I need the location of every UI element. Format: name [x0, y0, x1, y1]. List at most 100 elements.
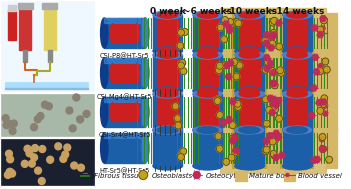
Bar: [104, 58, 145, 88]
Circle shape: [216, 67, 222, 74]
Circle shape: [11, 120, 17, 127]
Circle shape: [311, 25, 317, 31]
Circle shape: [322, 58, 329, 65]
Ellipse shape: [287, 52, 307, 58]
Text: Osteocytes: Osteocytes: [206, 173, 245, 179]
Bar: [258, 53, 268, 93]
Bar: [8, 5, 15, 11]
Circle shape: [215, 133, 222, 140]
Circle shape: [223, 158, 230, 165]
Circle shape: [278, 69, 285, 76]
Circle shape: [320, 26, 325, 31]
Circle shape: [38, 178, 45, 185]
Ellipse shape: [197, 127, 218, 133]
Ellipse shape: [197, 12, 218, 18]
Circle shape: [231, 59, 238, 66]
Circle shape: [263, 96, 269, 103]
Circle shape: [264, 32, 270, 38]
Bar: [235, 94, 264, 130]
Circle shape: [229, 122, 236, 129]
Circle shape: [216, 62, 223, 69]
Bar: [112, 139, 137, 157]
Ellipse shape: [283, 90, 312, 98]
Circle shape: [180, 148, 187, 155]
Ellipse shape: [141, 18, 149, 48]
Ellipse shape: [157, 52, 178, 58]
Circle shape: [320, 15, 326, 21]
Circle shape: [277, 67, 284, 74]
Circle shape: [269, 19, 276, 26]
Circle shape: [217, 112, 223, 119]
Circle shape: [323, 103, 327, 108]
Ellipse shape: [135, 64, 139, 82]
Bar: [283, 130, 312, 166]
Ellipse shape: [153, 11, 182, 19]
Ellipse shape: [153, 126, 182, 134]
Text: HT-Sr5@HT-Sr5: HT-Sr5@HT-Sr5: [100, 168, 150, 174]
Ellipse shape: [239, 91, 260, 97]
Circle shape: [275, 134, 281, 140]
Circle shape: [224, 62, 230, 68]
Circle shape: [221, 36, 227, 43]
Ellipse shape: [197, 52, 218, 58]
Circle shape: [270, 138, 276, 145]
Circle shape: [319, 146, 325, 152]
Circle shape: [320, 17, 327, 24]
Bar: [193, 15, 222, 51]
Ellipse shape: [235, 90, 264, 98]
Ellipse shape: [101, 97, 108, 127]
Circle shape: [39, 146, 46, 153]
Bar: [268, 87, 326, 137]
Circle shape: [178, 62, 184, 69]
Bar: [287, 59, 307, 87]
Circle shape: [233, 73, 240, 80]
Circle shape: [221, 17, 229, 24]
Circle shape: [270, 150, 277, 157]
Circle shape: [234, 100, 241, 107]
Bar: [112, 64, 137, 82]
Circle shape: [314, 156, 320, 162]
Ellipse shape: [153, 87, 182, 95]
Circle shape: [178, 154, 184, 161]
Bar: [20, 5, 31, 50]
Ellipse shape: [141, 97, 149, 127]
Bar: [157, 98, 178, 126]
Text: Fibrous tissue: Fibrous tissue: [93, 173, 142, 179]
Ellipse shape: [287, 12, 307, 18]
Bar: [193, 94, 222, 130]
Circle shape: [269, 110, 275, 116]
Circle shape: [317, 68, 324, 75]
Text: ~6 weeks: ~6 weeks: [183, 7, 232, 16]
Circle shape: [3, 122, 10, 129]
Circle shape: [263, 120, 270, 127]
Circle shape: [227, 19, 233, 26]
Bar: [157, 134, 178, 162]
Circle shape: [279, 152, 285, 158]
Ellipse shape: [193, 90, 222, 98]
Circle shape: [267, 133, 273, 139]
Bar: [1, 1, 93, 91]
Ellipse shape: [197, 163, 218, 169]
Circle shape: [2, 115, 9, 122]
Ellipse shape: [283, 126, 312, 134]
Circle shape: [228, 154, 235, 161]
Ellipse shape: [235, 51, 264, 59]
Text: ~10 weeks: ~10 weeks: [222, 7, 277, 16]
Circle shape: [319, 133, 326, 140]
Circle shape: [227, 27, 232, 33]
Circle shape: [223, 21, 229, 27]
Circle shape: [318, 69, 323, 74]
Circle shape: [268, 45, 274, 51]
Ellipse shape: [287, 127, 307, 133]
Circle shape: [317, 107, 324, 114]
Circle shape: [269, 67, 276, 74]
Circle shape: [270, 104, 277, 111]
Circle shape: [77, 116, 84, 123]
Bar: [220, 48, 279, 98]
Ellipse shape: [141, 58, 149, 88]
Ellipse shape: [283, 126, 312, 134]
Bar: [233, 92, 265, 132]
Text: Osteoblasts: Osteoblasts: [152, 173, 193, 179]
Ellipse shape: [157, 48, 178, 54]
Circle shape: [270, 80, 276, 86]
